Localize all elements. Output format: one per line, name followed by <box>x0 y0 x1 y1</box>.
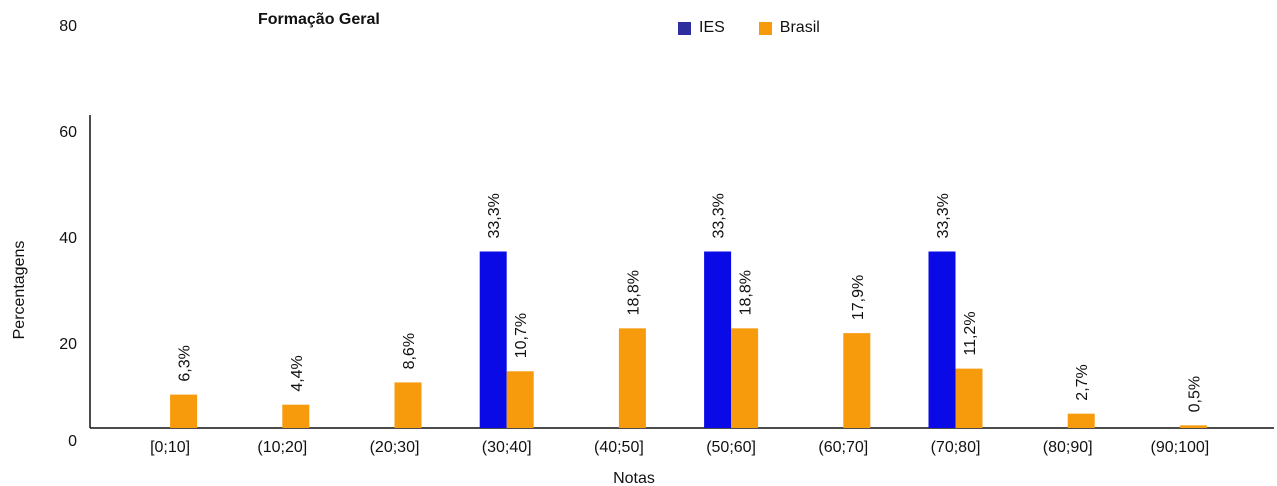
x-tick-label: [0;10] <box>150 439 190 456</box>
bar-brasil <box>731 328 759 428</box>
legend-label-brasil: Brasil <box>779 19 820 36</box>
bar-ies <box>479 251 507 428</box>
data-label-brasil: 2,7% <box>1074 364 1091 400</box>
legend-swatch-brasil <box>758 21 772 35</box>
bars <box>170 251 1207 428</box>
x-axis-label: Notas <box>613 470 655 486</box>
bar-brasil <box>843 333 871 428</box>
y-tick-label: 20 <box>59 336 77 353</box>
data-label-ies: 33,3% <box>935 193 952 238</box>
legend-swatch-ies <box>678 21 691 35</box>
data-label-brasil: 18,8% <box>738 270 755 315</box>
x-tick-label: (80;90] <box>1043 439 1093 456</box>
data-label-brasil: 18,8% <box>625 270 642 315</box>
x-tick-label: (70;80] <box>931 439 981 456</box>
data-label-ies: 33,3% <box>486 193 503 238</box>
bar-brasil <box>506 371 534 428</box>
legend-item-ies: IES <box>678 19 725 37</box>
legend-item-brasil: Brasil <box>758 19 820 37</box>
y-axis-label: Percentagens <box>11 241 28 340</box>
x-tick-label: (50;60] <box>706 439 756 456</box>
bar-ies <box>928 251 956 428</box>
data-label-brasil: 0,5% <box>1186 376 1203 412</box>
x-tick-label: (30;40] <box>482 439 532 456</box>
data-label-brasil: 17,9% <box>850 275 867 320</box>
x-tick-label: (10;20] <box>257 439 307 456</box>
x-tick-label: (60;70] <box>818 439 868 456</box>
y-tick-label: 60 <box>59 124 77 141</box>
data-labels: 6,3% 4,4% 8,6% 33,3% 10,7% 18,8% 33,3% 18,8% 17,… <box>177 193 1204 412</box>
axes <box>89 115 1274 429</box>
y-tick-label: 0 <box>68 433 77 450</box>
data-label-brasil: 10,7% <box>513 313 530 358</box>
tick-labels: 020406080100[0;10](10;20](20;30](30;40](… <box>59 18 1210 456</box>
data-label-ies: 33,3% <box>711 193 728 238</box>
y-tick-label: 80 <box>59 18 77 35</box>
bar-brasil <box>394 382 422 428</box>
bar-brasil <box>282 404 310 428</box>
legend: IES Brasil <box>678 19 820 37</box>
x-tick-label: (20;30] <box>370 439 420 456</box>
data-label-brasil: 4,4% <box>289 355 306 391</box>
x-tick-label: (40;50] <box>594 439 644 456</box>
data-label-brasil: 8,6% <box>401 333 418 369</box>
x-tick-label: (90;100] <box>1151 439 1210 456</box>
chart-title: Formação Geral <box>258 11 380 28</box>
y-tick-label: 40 <box>59 230 77 247</box>
bar-brasil <box>955 368 983 428</box>
bar-ies <box>704 251 732 428</box>
bar-brasil <box>170 394 198 428</box>
bar-brasil <box>1179 425 1207 428</box>
bar-brasil <box>1067 413 1095 428</box>
legend-label-ies: IES <box>699 19 725 36</box>
data-label-brasil: 6,3% <box>177 345 194 381</box>
bar-brasil <box>618 328 646 428</box>
data-label-brasil: 11,2% <box>962 311 979 355</box>
